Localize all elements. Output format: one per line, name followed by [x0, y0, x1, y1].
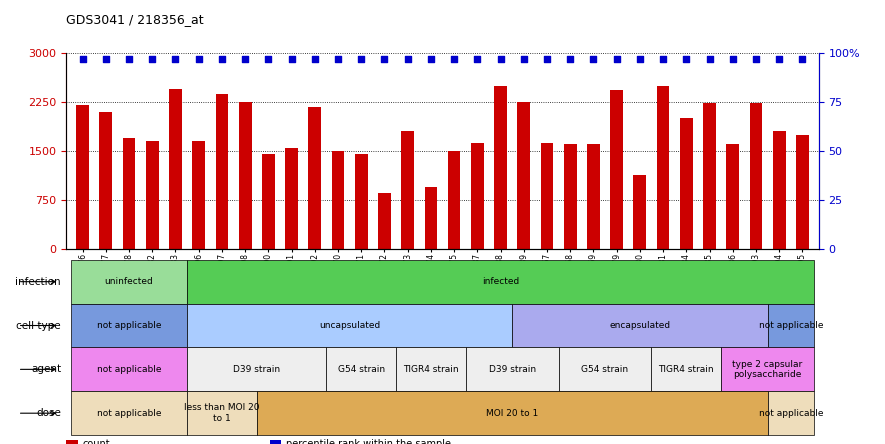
Text: TIGR4 strain: TIGR4 strain — [658, 365, 714, 374]
Bar — [587, 144, 600, 249]
Point — [540, 56, 554, 63]
Text: not applicable: not applicable — [758, 321, 823, 330]
Point — [238, 56, 252, 63]
Text: infection: infection — [15, 277, 61, 287]
Text: uncapsulated: uncapsulated — [319, 321, 381, 330]
Text: D39 strain: D39 strain — [233, 365, 281, 374]
Text: encapsulated: encapsulated — [609, 321, 671, 330]
Bar — [448, 151, 460, 249]
Bar — [146, 141, 158, 249]
Bar — [401, 131, 414, 249]
Bar — [378, 193, 391, 249]
Bar — [99, 112, 112, 249]
Text: D39 strain: D39 strain — [489, 365, 535, 374]
Point — [563, 56, 577, 63]
Bar — [518, 102, 530, 249]
Point — [308, 56, 322, 63]
Bar — [796, 135, 809, 249]
Point — [749, 56, 763, 63]
Bar — [564, 144, 577, 249]
Point — [168, 56, 182, 63]
Bar — [425, 187, 437, 249]
Bar — [123, 138, 135, 249]
Bar — [703, 103, 716, 249]
Bar — [494, 87, 507, 249]
Text: not applicable: not applicable — [96, 365, 161, 374]
Bar — [216, 94, 228, 249]
Text: not applicable: not applicable — [758, 408, 823, 418]
Point — [284, 56, 298, 63]
Text: agent: agent — [31, 365, 61, 374]
Bar — [262, 154, 274, 249]
Text: not applicable: not applicable — [96, 321, 161, 330]
Text: percentile rank within the sample: percentile rank within the sample — [286, 440, 450, 444]
Point — [401, 56, 415, 63]
Point — [424, 56, 438, 63]
Bar — [634, 175, 646, 249]
Text: infected: infected — [482, 277, 519, 286]
Text: GDS3041 / 218356_at: GDS3041 / 218356_at — [66, 13, 204, 26]
Bar — [239, 102, 251, 249]
Bar — [192, 141, 205, 249]
Point — [470, 56, 484, 63]
Bar — [611, 91, 623, 249]
Bar — [355, 154, 367, 249]
Point — [656, 56, 670, 63]
Bar — [657, 87, 669, 249]
Bar — [308, 107, 321, 249]
Point — [772, 56, 786, 63]
Point — [122, 56, 136, 63]
Text: type 2 capsular
polysaccharide: type 2 capsular polysaccharide — [733, 360, 803, 379]
Bar — [332, 151, 344, 249]
Bar — [541, 143, 553, 249]
Point — [494, 56, 508, 63]
Point — [192, 56, 206, 63]
Bar — [727, 144, 739, 249]
Point — [331, 56, 345, 63]
Bar — [285, 148, 298, 249]
Point — [610, 56, 624, 63]
Point — [99, 56, 113, 63]
Point — [517, 56, 531, 63]
Text: uninfected: uninfected — [104, 277, 153, 286]
Bar — [680, 119, 693, 249]
Bar — [76, 105, 89, 249]
Point — [145, 56, 159, 63]
Point — [587, 56, 601, 63]
Text: not applicable: not applicable — [96, 408, 161, 418]
Text: TIGR4 strain: TIGR4 strain — [403, 365, 458, 374]
Point — [447, 56, 461, 63]
Point — [679, 56, 693, 63]
Bar — [169, 89, 182, 249]
Point — [796, 56, 810, 63]
Point — [354, 56, 368, 63]
Text: G54 strain: G54 strain — [581, 365, 628, 374]
Text: count: count — [82, 440, 110, 444]
Text: cell type: cell type — [17, 321, 61, 330]
Bar — [750, 103, 762, 249]
Point — [633, 56, 647, 63]
Point — [215, 56, 229, 63]
Bar — [471, 143, 484, 249]
Bar — [773, 131, 786, 249]
Point — [377, 56, 391, 63]
Text: dose: dose — [36, 408, 61, 418]
Point — [75, 56, 89, 63]
Point — [261, 56, 275, 63]
Text: MOI 20 to 1: MOI 20 to 1 — [486, 408, 538, 418]
Text: G54 strain: G54 strain — [338, 365, 385, 374]
Text: less than MOI 20
to 1: less than MOI 20 to 1 — [184, 404, 259, 423]
Point — [703, 56, 717, 63]
Point — [726, 56, 740, 63]
